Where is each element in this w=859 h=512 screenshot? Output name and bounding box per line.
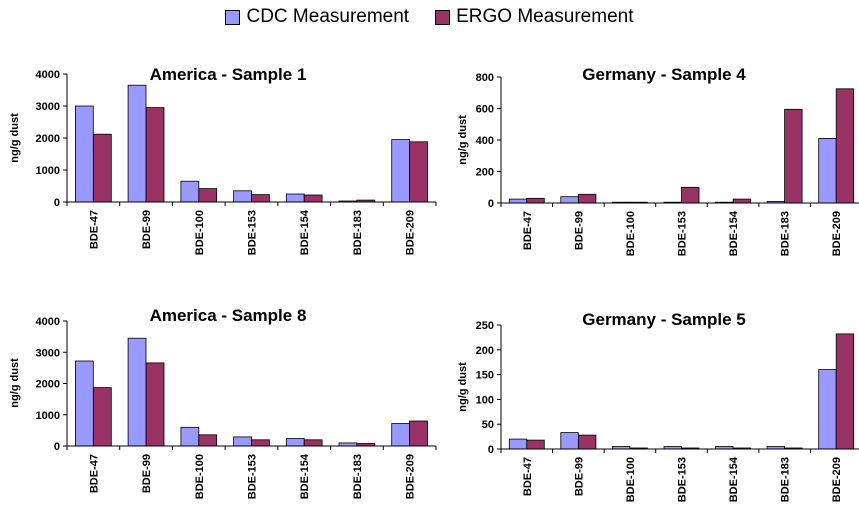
x-tick-label: BDE-153	[677, 457, 689, 502]
y-tick-label: 200	[476, 345, 494, 357]
x-tick-label: BDE-99	[141, 210, 153, 249]
x-tick-label: BDE-183	[780, 457, 792, 502]
y-tick-label: 0	[54, 197, 60, 209]
y-axis-label: ng/g dust	[457, 362, 469, 412]
bar-cdc-bde-47	[508, 438, 528, 450]
y-tick-label: 600	[476, 104, 494, 116]
chart-title: Germany - Sample 5	[582, 310, 745, 329]
x-tick-label: BDE-99	[573, 457, 585, 496]
x-tick-label: BDE-154	[299, 453, 311, 499]
plot-germany-sample-4: Germany - Sample 4 ng/g dust 0 200 400 600 800…	[457, 65, 859, 256]
legend-item-ergo: ERGO Measurement	[435, 6, 634, 28]
x-tick-label: BDE-154	[299, 209, 311, 255]
y-axis-label: ng/g dust	[457, 115, 469, 165]
x-tick-label: BDE-209	[405, 210, 417, 255]
y-tick-label: 800	[476, 72, 494, 84]
x-tick-label: BDE-47	[88, 210, 100, 249]
x-tick-label: BDE-100	[194, 210, 206, 255]
y-tick-label: 3000	[36, 347, 60, 359]
legend-label-cdc: CDC Measurement	[246, 6, 410, 27]
y-tick-label: 3000	[36, 101, 60, 113]
x-tick-label: BDE-183	[780, 211, 792, 256]
bar-cdc-bde-209	[818, 369, 837, 450]
chart-title: Germany - Sample 4	[582, 65, 746, 84]
bar-cdc-bde-99	[560, 432, 579, 450]
legend-label-ergo: ERGO Measurement	[456, 6, 634, 27]
y-tick-label: 50	[482, 419, 494, 431]
x-tick-label: BDE-209	[831, 211, 843, 256]
y-tick-label: 4000	[36, 316, 60, 328]
x-tick-label: BDE-209	[405, 454, 417, 499]
x-tick-label: BDE-47	[522, 211, 534, 250]
chart-title: America - Sample 1	[150, 65, 307, 84]
y-tick-label: 0	[488, 444, 494, 456]
legend-item-cdc: CDC Measurement	[225, 6, 409, 28]
y-tick-label: 2000	[36, 133, 60, 145]
y-tick-label: 0	[488, 198, 494, 210]
x-tick-label: BDE-153	[247, 210, 259, 255]
y-axis-label: ng/g dust	[9, 113, 21, 163]
y-axis-label: ng/g dust	[9, 358, 21, 408]
y-tick-label: 250	[476, 320, 494, 332]
x-tick-label: BDE-100	[194, 454, 206, 499]
x-tick-label: BDE-99	[573, 211, 585, 250]
y-tick-label: 4000	[36, 69, 60, 81]
x-tick-label: BDE-99	[141, 454, 153, 493]
y-tick-label: 200	[476, 167, 494, 179]
plot-germany-sample-5: Germany - Sample 5 ng/g dust 0 50 100 150 200 2…	[457, 310, 859, 502]
x-tick-label: BDE-153	[247, 454, 259, 499]
x-tick-label: BDE-183	[352, 210, 364, 255]
y-tick-label: 400	[476, 135, 494, 147]
plot-america-sample-1: America - Sample 1 ng/g dust 0 1000 2000 3000…	[9, 65, 437, 255]
x-tick-label: BDE-100	[625, 457, 637, 502]
legend-swatch-cdc	[225, 9, 241, 25]
legend-swatch-ergo	[435, 9, 451, 25]
x-tick-label: BDE-100	[625, 211, 637, 256]
y-tick-label: 2000	[36, 379, 60, 391]
x-tick-label: BDE-154	[728, 456, 740, 502]
x-tick-label: BDE-47	[88, 454, 100, 493]
bar-ergo-bde-209	[835, 333, 855, 450]
x-tick-label: BDE-153	[677, 211, 689, 256]
chart-title: America - Sample 8	[150, 306, 307, 325]
y-tick-label: 0	[54, 441, 60, 453]
bar-ergo-bde-47	[526, 439, 545, 450]
y-tick-label: 100	[476, 394, 494, 406]
y-tick-label: 150	[476, 370, 494, 382]
x-tick-label: BDE-154	[728, 210, 740, 256]
y-tick-label: 1000	[36, 410, 60, 422]
bar-ergo-bde-99	[578, 434, 597, 450]
x-tick-label: BDE-47	[522, 457, 534, 496]
x-tick-label: BDE-209	[831, 457, 843, 502]
plot-america-sample-8: America - Sample 8 ng/g dust 0 1000 2000 3000…	[9, 306, 437, 499]
chart-legend: CDC Measurement ERGO Measurement	[0, 6, 859, 28]
y-tick-label: 1000	[36, 165, 60, 177]
x-tick-label: BDE-183	[352, 454, 364, 499]
